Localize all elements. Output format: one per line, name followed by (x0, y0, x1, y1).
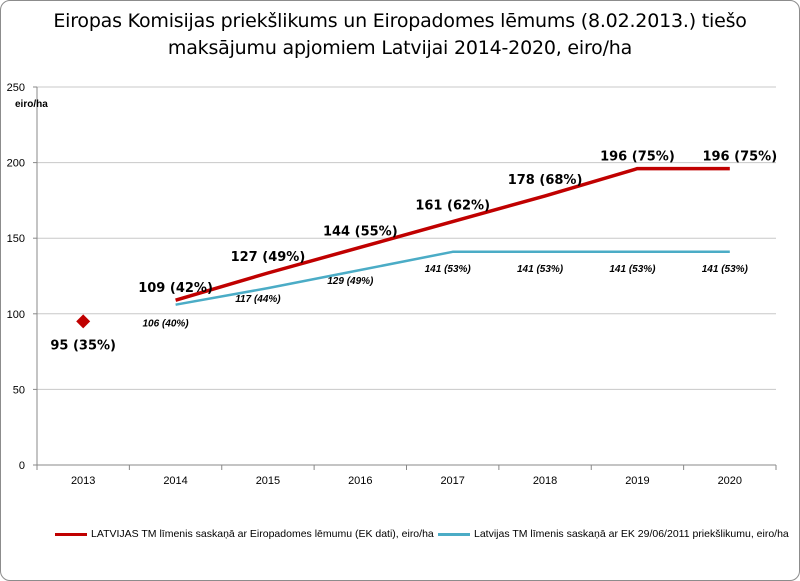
series-line-proposal (175, 250, 730, 306)
series-line-council (175, 166, 730, 302)
chart-title-line-2: maksājumu apjomiem Latvijai 2014-2020, e… (167, 37, 633, 59)
data-label-council-2018: 178 (68%) (508, 173, 583, 188)
data-label-proposal-2019: 141 (53%) (609, 264, 656, 275)
y-axis-label: eiro/ha (15, 99, 48, 110)
x-tick-label: 2013 (71, 475, 95, 487)
data-label-council-2015: 127 (49%) (231, 250, 306, 265)
data-label-council-2016: 144 (55%) (323, 224, 398, 239)
data-label-2013: 95 (35%) (50, 338, 116, 353)
x-tick-label: 2016 (348, 475, 372, 487)
data-label-proposal-2016: 129 (49%) (327, 276, 374, 287)
data-label-council-2017: 161 (62%) (415, 199, 490, 214)
x-tick-label: 2018 (533, 475, 557, 487)
data-label-proposal-2015: 117 (44%) (235, 294, 281, 305)
legend-label-series-1: LATVIJAS TM līmenis saskaņā ar Eiropadom… (91, 528, 434, 540)
data-label-council-2020: 196 (75%) (702, 150, 777, 165)
x-tick-label: 2014 (163, 475, 187, 487)
data-point-2013-diamond (76, 314, 91, 329)
chart-title-line-1: Eiropas Komisijas priekšlikums un Eiropa… (53, 10, 747, 32)
legend-item-series-2: Latvijas TM līmenis saskaņā ar EK 29/06/… (438, 526, 789, 542)
data-label-proposal-2020: 141 (53%) (702, 264, 749, 275)
x-tick-label: 2017 (440, 475, 464, 487)
data-label-proposal-2017: 141 (53%) (425, 264, 472, 275)
x-tick-label: 2019 (625, 475, 649, 487)
y-tick-label: 100 (7, 309, 25, 321)
data-label-council-2014: 109 (42%) (138, 281, 213, 296)
y-tick-label: 50 (13, 384, 25, 396)
legend-swatch-series-1 (55, 532, 87, 536)
y-tick-label: 250 (7, 82, 25, 94)
x-tick-label: 2020 (718, 475, 742, 487)
y-tick-label: 200 (7, 158, 25, 170)
y-tick-label: 0 (19, 460, 25, 472)
data-label-proposal-2018: 141 (53%) (517, 264, 564, 275)
y-tick-label: 150 (7, 233, 25, 245)
data-label-proposal-2014: 106 (40%) (142, 319, 189, 330)
legend-swatch-series-2 (438, 532, 470, 536)
x-tick-label: 2015 (256, 475, 280, 487)
legend-label-series-2: Latvijas TM līmenis saskaņā ar EK 29/06/… (474, 528, 789, 540)
data-label-council-2019: 196 (75%) (600, 150, 675, 165)
legend-item-series-1: LATVIJAS TM līmenis saskaņā ar Eiropadom… (55, 526, 434, 542)
